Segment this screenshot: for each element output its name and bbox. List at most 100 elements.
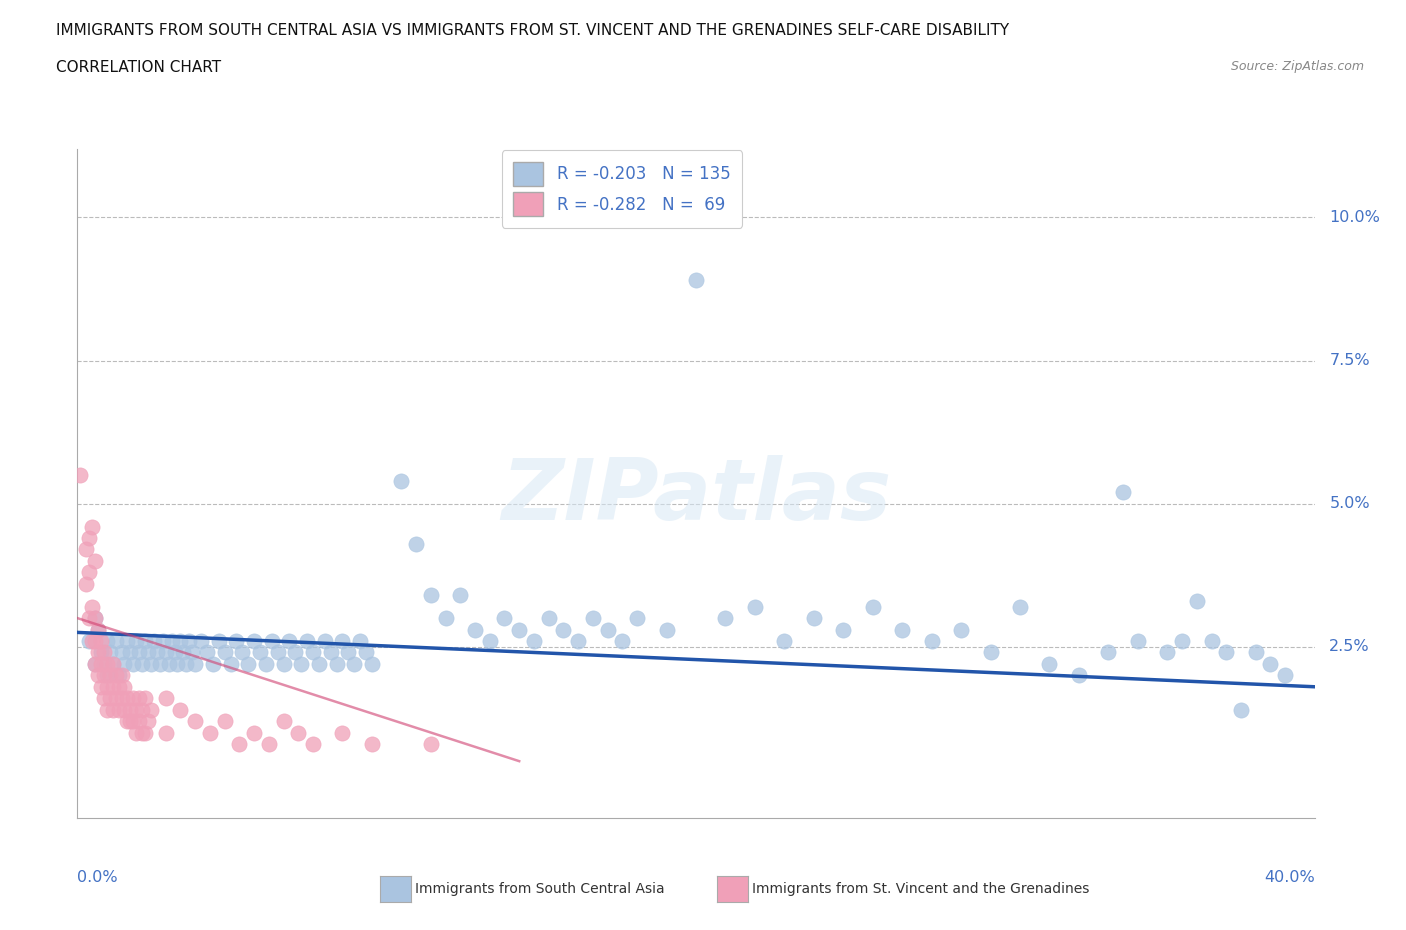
Point [582, 611, 605, 626]
Point [537, 611, 560, 626]
Point [980, 645, 1002, 660]
Point [93, 657, 115, 671]
Point [1185, 593, 1208, 608]
Point [214, 713, 236, 728]
Point [101, 657, 124, 671]
Point [77, 611, 100, 626]
Point [325, 657, 347, 671]
Point [87, 622, 110, 637]
Point [96, 702, 118, 717]
Point [117, 713, 139, 728]
Point [125, 725, 148, 740]
Point [238, 657, 260, 671]
Point [179, 633, 201, 648]
Point [1260, 657, 1282, 671]
Point [195, 645, 218, 660]
Point [136, 645, 159, 660]
Point [101, 679, 124, 694]
Point [419, 737, 441, 751]
Point [596, 622, 619, 637]
Text: Immigrants from South Central Asia: Immigrants from South Central Asia [415, 882, 665, 897]
Point [84, 657, 107, 671]
Point [125, 633, 148, 648]
Point [278, 633, 301, 648]
Point [101, 702, 124, 717]
Point [1067, 668, 1090, 683]
Point [225, 633, 247, 648]
Point [201, 657, 224, 671]
Point [139, 657, 162, 671]
Text: 5.0%: 5.0% [1329, 496, 1369, 512]
Point [122, 691, 145, 706]
Point [134, 633, 156, 648]
Point [84, 633, 107, 648]
Point [98, 645, 121, 660]
Point [84, 611, 107, 626]
Point [950, 622, 973, 637]
Point [302, 737, 325, 751]
Point [243, 725, 266, 740]
Point [98, 691, 121, 706]
Point [287, 725, 309, 740]
Point [361, 657, 384, 671]
Point [93, 668, 115, 683]
Point [1274, 668, 1296, 683]
Point [84, 553, 107, 568]
Text: 10.0%: 10.0% [1329, 210, 1381, 225]
Point [254, 657, 277, 671]
Point [228, 737, 250, 751]
Point [77, 565, 100, 579]
Point [80, 633, 103, 648]
Point [803, 611, 825, 626]
Point [93, 645, 115, 660]
Point [464, 622, 486, 637]
Point [714, 611, 737, 626]
Point [139, 702, 162, 717]
Point [862, 599, 884, 614]
Point [1097, 645, 1119, 660]
Point [314, 633, 336, 648]
Point [295, 633, 318, 648]
Point [96, 633, 118, 648]
Point [361, 737, 384, 751]
Point [332, 633, 354, 648]
Point [77, 633, 100, 648]
Point [190, 633, 212, 648]
Point [96, 679, 118, 694]
Point [122, 713, 145, 728]
Point [169, 633, 191, 648]
Point [449, 588, 471, 603]
Point [419, 588, 441, 603]
Point [172, 645, 194, 660]
Point [114, 657, 136, 671]
Point [104, 633, 127, 648]
Point [134, 725, 156, 740]
Point [626, 611, 648, 626]
Point [114, 679, 136, 694]
Point [157, 657, 180, 671]
Point [176, 657, 198, 671]
Point [184, 713, 207, 728]
Text: Immigrants from St. Vincent and the Grenadines: Immigrants from St. Vincent and the Gren… [752, 882, 1090, 897]
Text: ZIPatlas: ZIPatlas [501, 456, 891, 538]
Text: 40.0%: 40.0% [1264, 870, 1315, 885]
Text: 7.5%: 7.5% [1329, 353, 1369, 368]
Point [1126, 633, 1149, 648]
Point [163, 645, 186, 660]
Point [478, 633, 501, 648]
Text: CORRELATION CHART: CORRELATION CHART [56, 60, 221, 75]
Point [160, 633, 183, 648]
Point [90, 679, 112, 694]
Point [389, 473, 412, 488]
Point [1215, 645, 1237, 660]
Point [169, 702, 191, 717]
Point [405, 537, 427, 551]
Point [84, 611, 107, 626]
Point [319, 645, 342, 660]
Point [208, 633, 231, 648]
Point [523, 633, 546, 648]
Text: Source: ZipAtlas.com: Source: ZipAtlas.com [1230, 60, 1364, 73]
Point [243, 633, 266, 648]
Point [494, 611, 516, 626]
Point [1008, 599, 1031, 614]
